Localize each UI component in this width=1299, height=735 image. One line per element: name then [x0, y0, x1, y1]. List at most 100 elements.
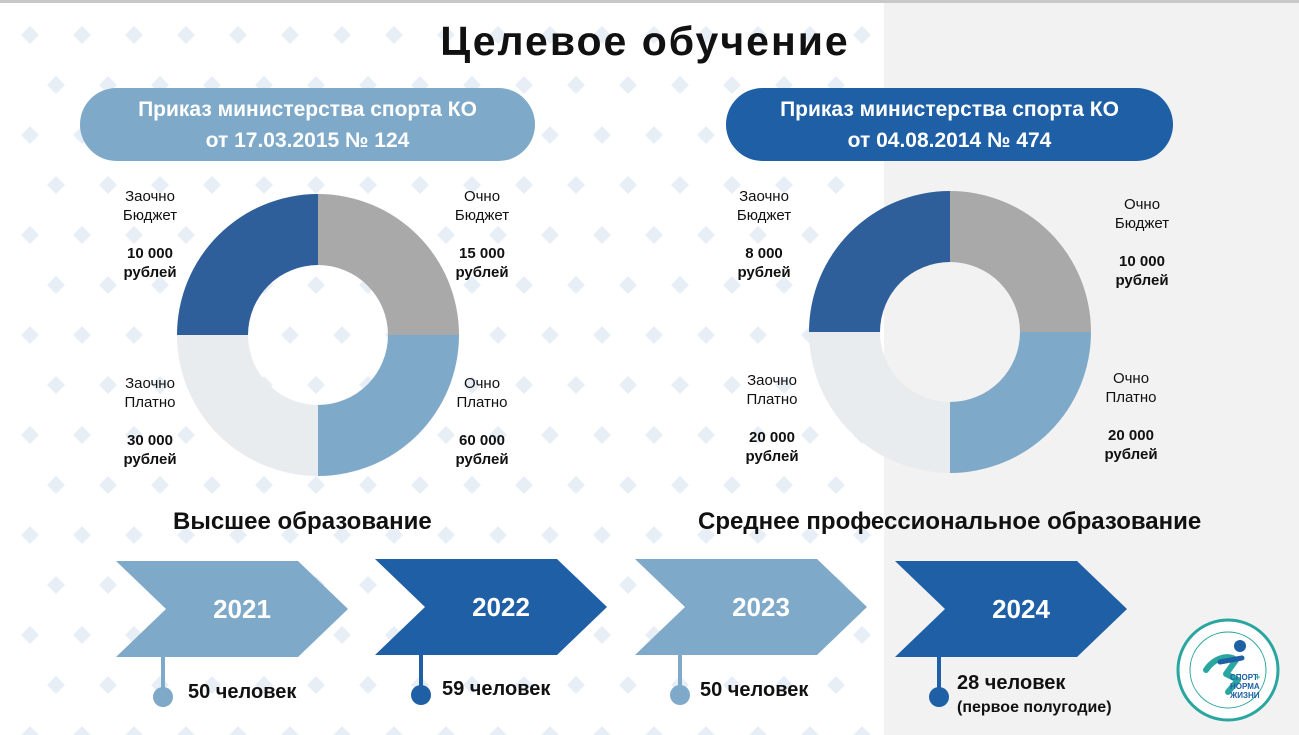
pattern-diamond [437, 426, 455, 444]
pattern-diamond [619, 376, 637, 394]
pattern-diamond [437, 226, 455, 244]
pattern-diamond [99, 576, 117, 594]
pattern-diamond [697, 226, 715, 244]
pattern-diamond [723, 76, 741, 94]
pattern-diamond [21, 626, 39, 644]
right-label-ochno-paid: Очно Платно 20 000 рублей [1104, 370, 1158, 463]
pattern-diamond [671, 276, 689, 294]
pattern-diamond [593, 226, 611, 244]
pattern-diamond [21, 426, 39, 444]
left-order-line2: от 17.03.2015 № 124 [205, 128, 410, 152]
timeline-dot-2023 [670, 685, 690, 705]
timeline-year-2024: 2024 [992, 593, 1050, 624]
pattern-diamond [645, 126, 663, 144]
left-segment-ochno-budget [318, 194, 459, 335]
pattern-diamond [21, 526, 39, 544]
pattern-diamond [203, 676, 221, 694]
pattern-diamond [697, 526, 715, 544]
pattern-diamond [73, 526, 91, 544]
pattern-diamond [437, 726, 455, 735]
pattern-diamond [749, 426, 767, 444]
right-label-ochno-budget: Очно Бюджет 10 000 рублей [1114, 196, 1170, 289]
pattern-diamond [47, 476, 65, 494]
pattern-diamond [489, 426, 507, 444]
left-label-ochno-budget: Очно Бюджет 15 000 рублей [454, 188, 510, 281]
pattern-diamond [359, 676, 377, 694]
pattern-diamond [697, 426, 715, 444]
pattern-diamond [463, 376, 481, 394]
pattern-diamond [619, 476, 637, 494]
pattern-diamond [73, 326, 91, 344]
pattern-diamond [99, 276, 117, 294]
pattern-diamond [567, 676, 585, 694]
ministry-sport-logo: СПОРТ + НОРМА ЖИЗНИ [1176, 618, 1280, 722]
pattern-diamond [437, 526, 455, 544]
pattern-diamond [567, 176, 585, 194]
pattern-diamond [697, 726, 715, 735]
pattern-diamond [567, 276, 585, 294]
pattern-diamond [619, 676, 637, 694]
pattern-diamond [671, 76, 689, 94]
right-segment-ochno-budget [950, 191, 1091, 332]
pattern-diamond [281, 326, 299, 344]
pattern-diamond [47, 376, 65, 394]
pattern-diamond [411, 476, 429, 494]
timeline-dot-2022 [411, 685, 431, 705]
timeline-stem-2024 [937, 657, 941, 690]
right-order-banner: Приказ министерства спорта КО от 04.08.2… [726, 88, 1173, 161]
pattern-diamond [21, 126, 39, 144]
pattern-diamond [697, 326, 715, 344]
pattern-diamond [177, 426, 195, 444]
right-label-zaochno-budget: Заочно Бюджет 8 000 рублей [736, 188, 792, 281]
pattern-diamond [489, 26, 507, 44]
timeline-year-2021: 2021 [213, 593, 271, 624]
pattern-diamond [593, 626, 611, 644]
pattern-diamond [697, 126, 715, 144]
pattern-diamond [541, 126, 559, 144]
pattern-diamond [255, 476, 273, 494]
pattern-diamond [749, 726, 767, 735]
right-segment-ochno-paid [950, 332, 1091, 473]
pattern-diamond [307, 476, 325, 494]
pattern-diamond [489, 326, 507, 344]
left-label-zaochno-paid: Заочно Платно 30 000 рублей [123, 375, 177, 468]
pattern-diamond [775, 276, 793, 294]
pattern-diamond [307, 176, 325, 194]
pattern-diamond [749, 326, 767, 344]
pattern-diamond [307, 376, 325, 394]
pattern-diamond [593, 126, 611, 144]
right-segment-zaochno-paid [809, 332, 950, 473]
pattern-diamond [619, 76, 637, 94]
logo-text-sport: СПОРТ [1230, 673, 1258, 682]
pattern-diamond [281, 526, 299, 544]
section-title-vocational-education: Среднее профессиональное образование [698, 508, 1202, 535]
pattern-diamond [463, 276, 481, 294]
pattern-diamond [281, 726, 299, 735]
timeline-chevron-2023: 2023 [635, 559, 867, 655]
right-donut-chart [809, 191, 1091, 473]
pattern-diamond [645, 326, 663, 344]
pattern-diamond [73, 426, 91, 444]
timeline-count-2023: 50 человек [700, 679, 809, 701]
pattern-diamond [827, 676, 845, 694]
pattern-diamond [515, 376, 533, 394]
pattern-diamond [541, 726, 559, 735]
timeline-stem-2023 [678, 655, 682, 688]
pattern-diamond [333, 526, 351, 544]
pattern-diamond [645, 226, 663, 244]
pattern-diamond [21, 226, 39, 244]
pattern-diamond [801, 726, 819, 735]
pattern-diamond [775, 476, 793, 494]
pattern-diamond [21, 26, 39, 44]
timeline-stem-2021 [161, 657, 165, 690]
pattern-diamond [645, 526, 663, 544]
pattern-diamond [385, 26, 403, 44]
pattern-diamond [125, 26, 143, 44]
pattern-diamond [229, 26, 247, 44]
pattern-diamond [541, 426, 559, 444]
pattern-diamond [749, 26, 767, 44]
pattern-diamond [853, 26, 871, 44]
pattern-diamond [671, 376, 689, 394]
left-segment-zaochno-budget [177, 194, 318, 335]
pattern-diamond [47, 176, 65, 194]
